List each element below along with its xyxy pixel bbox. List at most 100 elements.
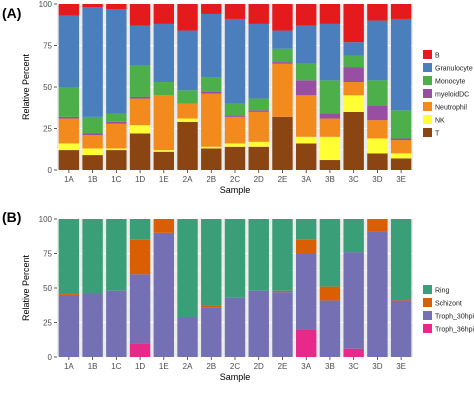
panel-a-bar-segment-granulocyte [295,25,317,64]
panel-a-bar-segment-b [201,4,222,14]
panel-a-bar-segment-granulocyte [272,30,293,49]
panel-a-y-tick-label: 0 [48,166,53,175]
panel-b-legend-key [423,311,432,320]
panel-b-x-tick-label: 3D [372,362,382,371]
panel-a-x-tick-label: 2C [230,175,240,184]
panel-a-x-axis-title: Sample [220,185,251,195]
panel-b-bar-segment-troph-30hpi [295,253,317,330]
panel-a-legend-key [423,102,432,111]
panel-b-bar-segment-troph-30hpi [58,294,80,357]
panel-a-bar-segment-myeloiddc [248,110,269,112]
panel-b-x-tick-label: 1B [88,362,98,371]
panel-a-bar-segment-granulocyte [58,15,80,87]
panel-b-bar-segment-troph-36hpi [343,348,364,357]
panel-a-bar-segment-granulocyte [106,8,127,114]
panel-a-bar-segment-b [224,4,246,19]
panel-b-bar-segment-troph-30hpi [319,300,341,357]
panel-a-bar-segment-monocyte [319,80,341,114]
panel-a-bar-segment-granulocyte [319,23,341,81]
panel-b-bar-segment-schizont [153,219,175,233]
panel-a-bar-segment-myeloiddc [129,96,151,99]
panel-a-x-tick-label: 1A [64,175,74,184]
panel-a-legend-label: Neutrophil [435,105,467,112]
panel-b-bar-segment-troph-30hpi [129,274,151,344]
panel-b-bar-segment-ring [319,219,341,287]
panel-b-bar-segment-schizont [129,239,151,275]
panel-a-bar-segment-neutrophil [177,103,198,119]
panel-a-bar-segment-granulocyte [343,42,364,56]
panel-b-bar-segment-ring [201,219,222,306]
panel-b-legend-label: Troph_30hpi [435,314,474,321]
panel-a-bar-segment-t [295,143,317,170]
panel-a-bar-segment-monocyte [201,77,222,92]
panel-a-bar-segment-t [272,116,293,170]
panel-a-x-tick-label: 2E [278,175,288,184]
panel-a-bar-segment-monocyte [82,116,103,134]
panel-a-bar-segment-nk [248,141,269,147]
panel-a-y-axis-title: Relative Percent [21,53,31,120]
panel-a-bar-segment-neutrophil [390,140,412,154]
panel-b-bar-segment-schizont [319,286,341,301]
panel-a-bar-segment-granulocyte [177,30,198,91]
panel-a-bar-segment-myeloiddc [106,121,127,124]
panel-a-bar-segment-neutrophil [367,120,388,139]
panel-b-bar-segment-schizont [367,219,388,232]
panel-a-bar-segment-myeloiddc [367,105,388,121]
panel-a-bar-segment-t [177,121,198,170]
panel-a-bar-segment-neutrophil [343,82,364,96]
panel-a-bar-segment-neutrophil [153,95,175,151]
panel-b-x-tick-label: 3A [301,362,311,371]
panel-a-bar-segment-monocyte [390,110,412,139]
panel-b-bar-segment-troph-30hpi [106,290,127,357]
panel-a-bar-segment-granulocyte [390,18,412,111]
panel-a-bar-segment-nk [58,143,80,151]
panel-b-bar-segment-schizont [390,299,412,301]
panel-b-bar-segment-ring [82,219,103,294]
panel-a-bar-segment-neutrophil [272,63,293,117]
panel-a-bar-segment-nk [224,143,246,147]
panel-a-bar-segment-monocyte [343,55,364,68]
panel-b-bar-segment-schizont [272,290,293,293]
panel-a-bar-segment-neutrophil [224,116,246,144]
panel-b-legend-key [423,298,432,307]
panel-b-y-tick-label: 50 [43,284,52,293]
panel-a-bar-segment-nk [177,118,198,122]
panel-b-x-tick-label: 2C [230,362,240,371]
panel-b-bar-segment-troph-30hpi [224,297,246,357]
panel-a-x-tick-label: 3D [372,175,382,184]
panel-b-legend-label: Schizont [435,301,462,308]
panel-a-bar-segment-granulocyte [201,13,222,78]
panel-b-bar-segment-schizont [201,305,222,308]
panel-a-y-tick-label: 25 [43,125,52,134]
panel-b-legend-key [423,324,432,333]
panel-a-legend-key [423,50,432,59]
panel-a-bar-segment-t [224,146,246,170]
panel-b-y-axis-title: Relative Percent [21,254,31,321]
panel-a-bar-segment-monocyte [177,90,198,104]
panel-a-bar-segment-monocyte [224,103,246,116]
panel-a-legend-label: myeloidDC [435,92,469,99]
panel-b-bar-segment-ring [343,219,364,253]
panel-a-bar-segment-monocyte [58,87,80,117]
panel-b-legend-label: Troph_36hpi [435,327,474,334]
panel-a-bar-segment-monocyte [367,80,388,106]
panel-a-bar-segment-myeloiddc [343,67,364,83]
panel-b-x-tick-label: 2E [278,362,288,371]
panel-a-legend-key [423,115,432,124]
panel-a-bar-segment-t [129,133,151,170]
panel-a-bar-segment-neutrophil [58,118,80,144]
panel-a-bar-segment-t [201,148,222,170]
panel-b-x-tick-label: 3B [325,362,335,371]
panel-a-bar-segment-monocyte [153,82,175,96]
panel-a-bar-segment-granulocyte [153,23,175,83]
panel-a-bar-segment-myeloiddc [319,113,341,119]
panel-a-bar-segment-nk [201,146,222,149]
panel-a-bar-segment-neutrophil [129,98,151,126]
panel-b-legend-key [423,285,432,294]
panel-a-bar-segment-granulocyte [367,20,388,81]
panel-a-bar-segment-t [367,153,388,170]
panel-a-bar-segment-myeloiddc [272,62,293,64]
panel-a-bar-segment-monocyte [248,98,269,111]
panel-a-legend-label: T [435,131,440,138]
